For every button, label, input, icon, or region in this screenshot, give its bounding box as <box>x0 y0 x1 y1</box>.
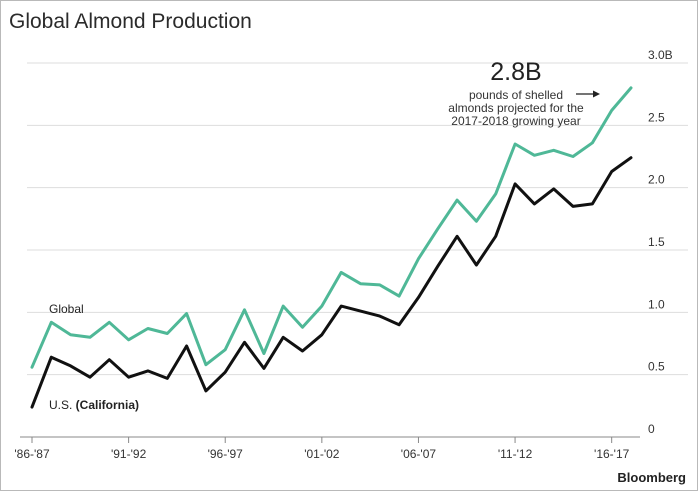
y-tick-label: 0 <box>648 422 655 436</box>
y-tick-label: 1.5 <box>648 235 665 249</box>
y-tick-label: 2.0 <box>648 173 665 187</box>
x-tick-label: '01-'02 <box>304 447 340 461</box>
annotation-text-line: 2017-2018 growing year <box>451 114 580 128</box>
series-label-us-region: (California) <box>76 398 139 412</box>
series-line-us <box>30 156 633 409</box>
chart-title: Global Almond Production <box>9 10 252 33</box>
annotation-text-line: pounds of shelled <box>469 88 563 102</box>
x-tick-label: '11-'12 <box>498 447 533 461</box>
x-tick-label: '16-'17 <box>594 447 630 461</box>
x-tick-label: '96-'97 <box>208 447 244 461</box>
x-tick-label: '06-'07 <box>401 447 437 461</box>
y-tick-label: 3.0B <box>648 48 673 62</box>
series-line-global <box>30 86 633 369</box>
series-label-global: Global <box>49 302 84 316</box>
y-tick-label: 2.5 <box>648 110 665 124</box>
annotation-text-line: almonds projected for the <box>448 101 584 115</box>
annotation-arrow-head <box>593 90 600 98</box>
x-tick-label: '86-'87 <box>14 447 50 461</box>
y-tick-label: 1.0 <box>648 297 665 311</box>
series-label-us: U.S. (California) <box>49 398 139 412</box>
x-tick-label: '91-'92 <box>111 447 147 461</box>
source-credit: Bloomberg <box>617 470 686 485</box>
annotation-value: 2.8B <box>490 58 541 86</box>
y-tick-label: 0.5 <box>648 360 665 374</box>
